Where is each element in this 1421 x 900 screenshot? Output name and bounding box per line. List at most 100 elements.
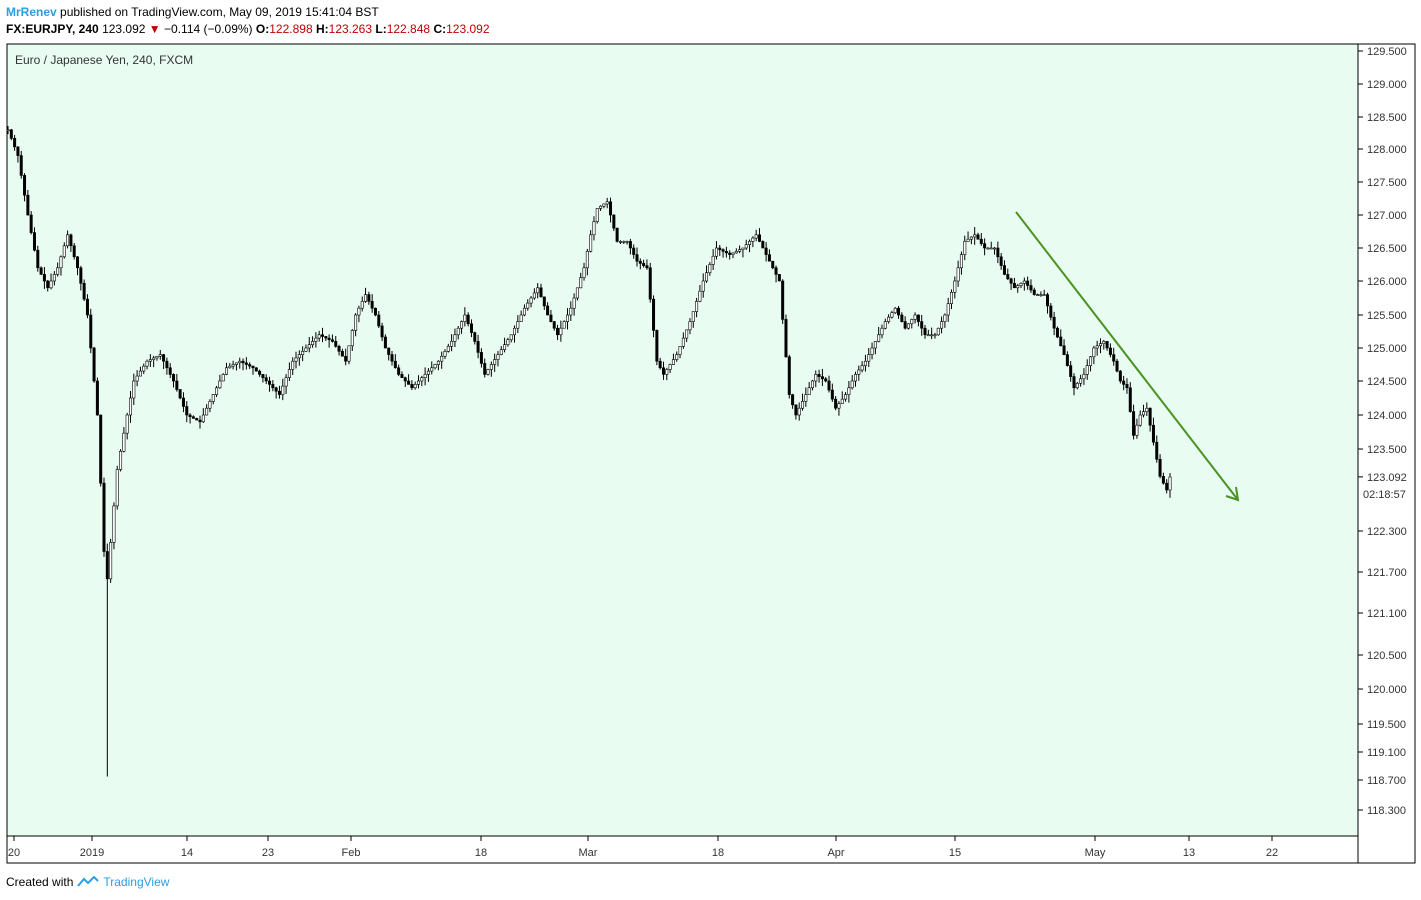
candle-body bbox=[605, 201, 609, 205]
candle-body bbox=[450, 341, 454, 347]
candle-body bbox=[579, 277, 583, 289]
candle-body bbox=[761, 241, 765, 249]
candle-body bbox=[827, 380, 831, 391]
candle-body bbox=[950, 292, 954, 304]
candle-body bbox=[138, 370, 142, 377]
candle-body bbox=[317, 334, 321, 339]
time-axis[interactable] bbox=[6, 835, 1359, 864]
candle-body bbox=[377, 314, 381, 327]
candle-body bbox=[532, 292, 536, 299]
candle-body bbox=[1148, 407, 1152, 426]
candle-body bbox=[390, 354, 394, 362]
candle-body bbox=[913, 314, 917, 320]
created-with-text: Created with bbox=[6, 875, 74, 889]
candle-body bbox=[791, 394, 795, 406]
price-tags: 123.092 02:18:57 bbox=[1358, 468, 1414, 501]
candle-body bbox=[297, 354, 301, 359]
tradingview-link[interactable]: TradingView bbox=[103, 875, 170, 889]
candle-body bbox=[400, 374, 404, 378]
candle-body bbox=[714, 247, 718, 257]
candle-body bbox=[16, 146, 20, 156]
x-tick-label: Apr bbox=[827, 847, 844, 859]
candle-body bbox=[1039, 294, 1043, 296]
chart-title: Euro / Japanese Yen, 240, FXCM bbox=[15, 53, 193, 67]
candle-body bbox=[347, 345, 351, 362]
candle-body bbox=[575, 287, 579, 299]
candle-body bbox=[291, 360, 295, 370]
candle-body bbox=[539, 287, 543, 298]
candle-body bbox=[751, 237, 755, 242]
high-value: 123.263 bbox=[328, 22, 373, 36]
candle-body bbox=[1165, 482, 1169, 491]
candle-body bbox=[1102, 341, 1106, 344]
trend-arrow-line[interactable] bbox=[1015, 211, 1239, 501]
candle-body bbox=[486, 369, 490, 375]
candle-body bbox=[906, 323, 910, 329]
candle-body bbox=[910, 319, 914, 325]
candle-body bbox=[337, 346, 341, 352]
candle-body bbox=[1138, 414, 1142, 426]
y-tick-label: 124.500 bbox=[1367, 376, 1407, 388]
close-label: C: bbox=[433, 22, 447, 36]
x-tick-label: Feb bbox=[342, 847, 361, 859]
candle-body bbox=[857, 369, 861, 375]
candle-body bbox=[1155, 441, 1159, 460]
candle-body bbox=[168, 367, 172, 375]
candle-body bbox=[340, 350, 344, 357]
author-link[interactable]: MrRenev bbox=[6, 5, 57, 19]
footer: Created with TradingView bbox=[6, 875, 169, 889]
candle-body bbox=[135, 375, 139, 382]
candle-body bbox=[731, 252, 735, 255]
candle-body bbox=[383, 336, 387, 349]
chart-canvas[interactable]: Euro / Japanese Yen, 240, FXCM 129.50012… bbox=[0, 0, 1421, 868]
candle-body bbox=[877, 334, 881, 342]
candle-body bbox=[1069, 365, 1073, 377]
candle-body bbox=[625, 241, 629, 243]
candle-body bbox=[711, 255, 715, 265]
candle-body bbox=[281, 385, 285, 395]
y-tick-label: 120.000 bbox=[1367, 684, 1407, 696]
candle-body bbox=[19, 155, 23, 176]
candle-body bbox=[234, 362, 238, 365]
candle-body bbox=[572, 297, 576, 309]
candle-body bbox=[112, 505, 116, 543]
price-axis[interactable] bbox=[1357, 43, 1416, 864]
candle-body bbox=[1122, 380, 1126, 385]
candle-body bbox=[433, 364, 437, 369]
candle-body bbox=[671, 359, 675, 365]
candle-body bbox=[807, 387, 811, 395]
candle-body bbox=[66, 234, 70, 247]
candle-body bbox=[489, 364, 493, 370]
candle-body bbox=[294, 357, 298, 362]
candle-body bbox=[1115, 360, 1119, 372]
y-axis-ticks: 129.500 129.000 128.500 128.000 127.500 127.0… bbox=[1358, 46, 1407, 817]
candle-body bbox=[175, 380, 179, 390]
candle-body bbox=[36, 249, 40, 269]
candle-body bbox=[334, 341, 338, 347]
trend-arrow[interactable] bbox=[1015, 211, 1240, 502]
candle-body bbox=[943, 314, 947, 322]
candle-body bbox=[890, 312, 894, 318]
candle-body bbox=[1118, 370, 1122, 382]
candle-body bbox=[784, 319, 788, 358]
candle-body bbox=[311, 341, 315, 345]
candle-body bbox=[128, 397, 132, 416]
candle-body bbox=[1052, 316, 1056, 329]
x-tick-label: 15 bbox=[949, 847, 961, 859]
candle-body bbox=[618, 241, 622, 243]
candle-body bbox=[529, 297, 533, 304]
candles bbox=[6, 126, 1172, 777]
candle-body bbox=[314, 337, 318, 342]
candle-body bbox=[923, 327, 927, 336]
candle-body bbox=[642, 263, 646, 266]
candle-body bbox=[85, 298, 89, 316]
candle-body bbox=[178, 389, 182, 399]
candle-body bbox=[287, 369, 291, 379]
y-tick-label: 129.500 bbox=[1367, 46, 1407, 58]
y-tick-label: 120.500 bbox=[1367, 650, 1407, 662]
candle-body bbox=[1065, 354, 1069, 366]
candle-body bbox=[46, 280, 50, 289]
candle-body bbox=[1145, 407, 1149, 412]
candle-body bbox=[1059, 336, 1063, 347]
candle-body bbox=[344, 355, 348, 362]
